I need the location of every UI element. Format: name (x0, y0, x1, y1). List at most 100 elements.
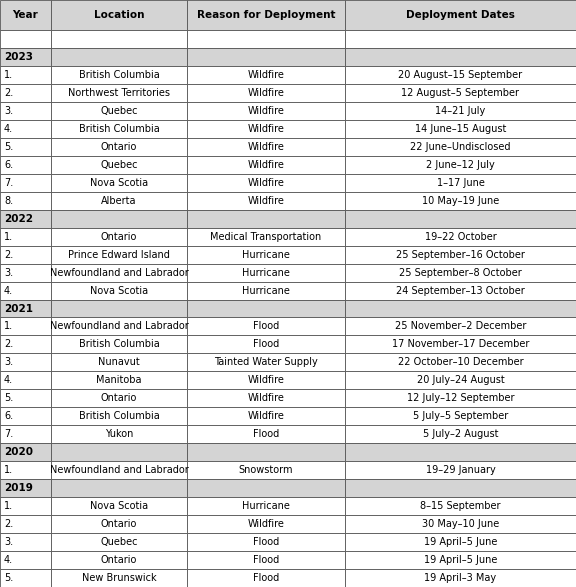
Text: 1.: 1. (4, 501, 13, 511)
Bar (0, 551, 51, 569)
Bar (0, 48, 51, 66)
Text: 2019: 2019 (4, 483, 33, 493)
Bar (345, 569, 576, 587)
Bar (0, 102, 51, 120)
Text: 10 May–19 June: 10 May–19 June (422, 195, 499, 205)
Bar (0, 443, 51, 461)
Text: 2021: 2021 (4, 303, 33, 313)
Bar (187, 174, 345, 192)
Text: Snowstorm: Snowstorm (238, 465, 293, 475)
Bar (187, 138, 345, 156)
Bar (51, 335, 187, 353)
Bar (345, 461, 576, 479)
Bar (187, 264, 345, 282)
Text: 12 August–5 September: 12 August–5 September (401, 88, 520, 98)
Bar (51, 102, 187, 120)
Bar (187, 533, 345, 551)
Bar (51, 407, 187, 426)
Text: Ontario: Ontario (101, 519, 137, 529)
Text: Wildfire: Wildfire (248, 393, 285, 403)
Text: 1.: 1. (4, 465, 13, 475)
Text: Nova Scotia: Nova Scotia (90, 501, 148, 511)
Text: 4.: 4. (4, 555, 13, 565)
Bar (0, 174, 51, 192)
Bar (345, 0, 576, 30)
Text: 19–29 January: 19–29 January (426, 465, 495, 475)
Bar (0, 299, 51, 318)
Text: 2.: 2. (4, 339, 13, 349)
Text: Ontario: Ontario (101, 393, 137, 403)
Bar (51, 461, 187, 479)
Text: 3.: 3. (4, 537, 13, 547)
Bar (187, 102, 345, 120)
Bar (345, 443, 576, 461)
Bar (187, 210, 345, 228)
Text: 1.: 1. (4, 232, 13, 242)
Text: Ontario: Ontario (101, 142, 137, 152)
Text: 14–21 July: 14–21 July (435, 106, 486, 116)
Bar (345, 335, 576, 353)
Bar (0, 533, 51, 551)
Bar (345, 497, 576, 515)
Bar (187, 372, 345, 389)
Bar (187, 426, 345, 443)
Bar (187, 443, 345, 461)
Text: Newfoundland and Labrador: Newfoundland and Labrador (50, 268, 188, 278)
Bar (51, 84, 187, 102)
Bar (187, 30, 345, 48)
Text: 8–15 September: 8–15 September (420, 501, 501, 511)
Text: Wildfire: Wildfire (248, 195, 285, 205)
Bar (0, 353, 51, 372)
Text: Hurricane: Hurricane (242, 285, 290, 295)
Text: Quebec: Quebec (100, 106, 138, 116)
Text: 2022: 2022 (4, 214, 33, 224)
Text: Wildfire: Wildfire (248, 519, 285, 529)
Bar (345, 84, 576, 102)
Bar (345, 174, 576, 192)
Text: 2.: 2. (4, 249, 13, 259)
Text: British Columbia: British Columbia (78, 124, 160, 134)
Text: Wildfire: Wildfire (248, 88, 285, 98)
Bar (0, 192, 51, 210)
Text: 1–17 June: 1–17 June (437, 178, 484, 188)
Text: Tainted Water Supply: Tainted Water Supply (214, 357, 318, 367)
Text: Reason for Deployment: Reason for Deployment (197, 10, 335, 20)
Text: 7.: 7. (4, 178, 13, 188)
Bar (0, 497, 51, 515)
Text: 5 July–5 September: 5 July–5 September (413, 411, 508, 421)
Text: 14 June–15 August: 14 June–15 August (415, 124, 506, 134)
Text: Manitoba: Manitoba (96, 375, 142, 386)
Bar (51, 299, 187, 318)
Bar (187, 282, 345, 299)
Text: 4.: 4. (4, 375, 13, 386)
Text: 20 August–15 September: 20 August–15 September (399, 70, 522, 80)
Text: 8.: 8. (4, 195, 13, 205)
Bar (187, 66, 345, 84)
Text: Ontario: Ontario (101, 555, 137, 565)
Bar (0, 264, 51, 282)
Bar (51, 515, 187, 533)
Bar (187, 0, 345, 30)
Bar (187, 335, 345, 353)
Bar (0, 245, 51, 264)
Bar (51, 120, 187, 138)
Bar (51, 426, 187, 443)
Bar (0, 0, 51, 30)
Text: Wildfire: Wildfire (248, 106, 285, 116)
Bar (51, 210, 187, 228)
Bar (345, 120, 576, 138)
Text: Nunavut: Nunavut (98, 357, 140, 367)
Bar (51, 353, 187, 372)
Text: 6.: 6. (4, 411, 13, 421)
Bar (0, 318, 51, 335)
Bar (51, 282, 187, 299)
Text: 3.: 3. (4, 357, 13, 367)
Text: 3.: 3. (4, 106, 13, 116)
Bar (187, 299, 345, 318)
Bar (187, 120, 345, 138)
Text: Deployment Dates: Deployment Dates (406, 10, 515, 20)
Bar (51, 0, 187, 30)
Text: Nova Scotia: Nova Scotia (90, 285, 148, 295)
Bar (187, 318, 345, 335)
Bar (345, 30, 576, 48)
